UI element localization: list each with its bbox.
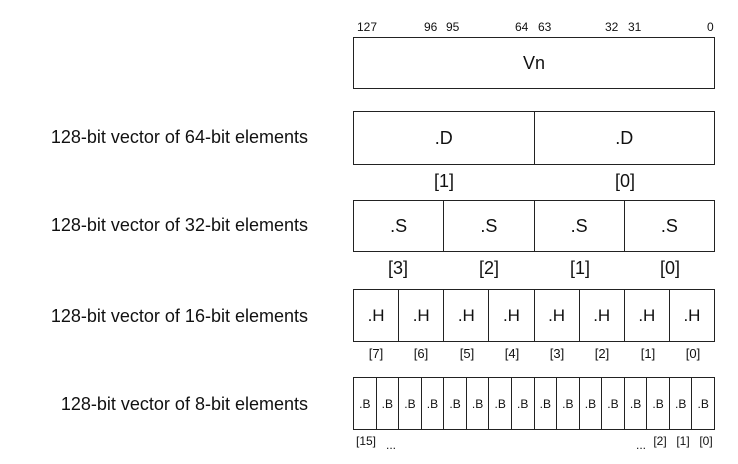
bit-label-95: 95: [446, 20, 460, 34]
index-h-7: [7]: [368, 346, 384, 361]
index-h-1: [1]: [640, 346, 656, 361]
row-label-32bit: 128-bit vector of 32-bit elements: [50, 215, 308, 235]
index-b-0: [0]: [699, 434, 713, 448]
element-b-1: .B: [668, 378, 692, 429]
index-b-1: [1]: [676, 434, 690, 448]
bit-label-0: 0: [707, 20, 714, 34]
element-s-0: .S: [623, 201, 714, 251]
element-h-2: .H: [578, 290, 624, 341]
element-b-11: .B: [443, 378, 466, 429]
element-b-10: .B: [465, 378, 489, 429]
index-h-5: [5]: [459, 346, 475, 361]
element-b-7: .B: [533, 378, 557, 429]
element-h-7: .H: [367, 305, 385, 325]
index-h-0: [0]: [685, 346, 701, 361]
bit-label-64: 64: [515, 20, 529, 34]
index-s-3: [3]: [387, 258, 409, 278]
index-h-4: [4]: [504, 346, 520, 361]
element-h-0: .H: [668, 290, 714, 341]
element-s-2: .S: [443, 201, 533, 251]
index-s-1: [1]: [569, 258, 591, 278]
element-s-1: .S: [533, 201, 624, 251]
index-s-2: [2]: [478, 258, 500, 278]
index-b-ellipsis-left: ...: [385, 438, 397, 452]
index-h-3: [3]: [549, 346, 565, 361]
element-b-3: .B: [623, 378, 647, 429]
element-h-1: .H: [623, 290, 669, 341]
row-label-16bit: 128-bit vector of 16-bit elements: [50, 306, 308, 326]
element-b-15: .B: [359, 396, 371, 411]
index-b-15: [15]: [355, 434, 377, 448]
element-b-8: .B: [510, 378, 534, 429]
row-64bit-elements: .D .D: [353, 111, 715, 165]
element-d-1: .D: [434, 127, 453, 148]
index-b-ellipsis-right: ...: [635, 438, 647, 452]
bit-label-127: 127: [357, 20, 378, 34]
element-h-5: .H: [443, 290, 488, 341]
register-vn-label: Vn: [522, 52, 546, 73]
row-16bit-elements: .H .H .H .H .H .H .H .H: [353, 289, 715, 342]
element-s-3: .S: [390, 215, 408, 236]
element-b-4: .B: [601, 378, 624, 429]
element-b-14: .B: [375, 378, 399, 429]
element-b-6: .B: [556, 378, 579, 429]
index-h-2: [2]: [594, 346, 610, 361]
element-d-0: .D: [533, 112, 715, 164]
element-b-0: .B: [691, 378, 714, 429]
row-label-64bit: 128-bit vector of 64-bit elements: [50, 127, 308, 147]
element-b-13: .B: [398, 378, 421, 429]
bit-label-32: 32: [605, 20, 619, 34]
bit-label-96: 96: [424, 20, 438, 34]
row-label-8bit: 128-bit vector of 8-bit elements: [60, 394, 308, 414]
index-d-1: [1]: [433, 171, 455, 191]
element-h-3: .H: [533, 290, 579, 341]
element-b-12: .B: [420, 378, 444, 429]
element-h-4: .H: [488, 290, 533, 341]
bit-label-63: 63: [538, 20, 552, 34]
element-b-9: .B: [488, 378, 511, 429]
index-h-6: [6]: [413, 346, 429, 361]
index-b-2: [2]: [653, 434, 667, 448]
element-b-2: .B: [646, 378, 669, 429]
element-b-5: .B: [578, 378, 602, 429]
register-vn-box: Vn: [353, 37, 715, 89]
element-h-6: .H: [398, 290, 443, 341]
index-s-0: [0]: [659, 258, 681, 278]
index-d-0: [0]: [614, 171, 636, 191]
row-32bit-elements: .S .S .S .S: [353, 200, 715, 252]
bit-label-31: 31: [628, 20, 642, 34]
row-8bit-elements: .B .B .B .B .B .B .B .B .B .B .B .B .B .…: [353, 377, 715, 430]
